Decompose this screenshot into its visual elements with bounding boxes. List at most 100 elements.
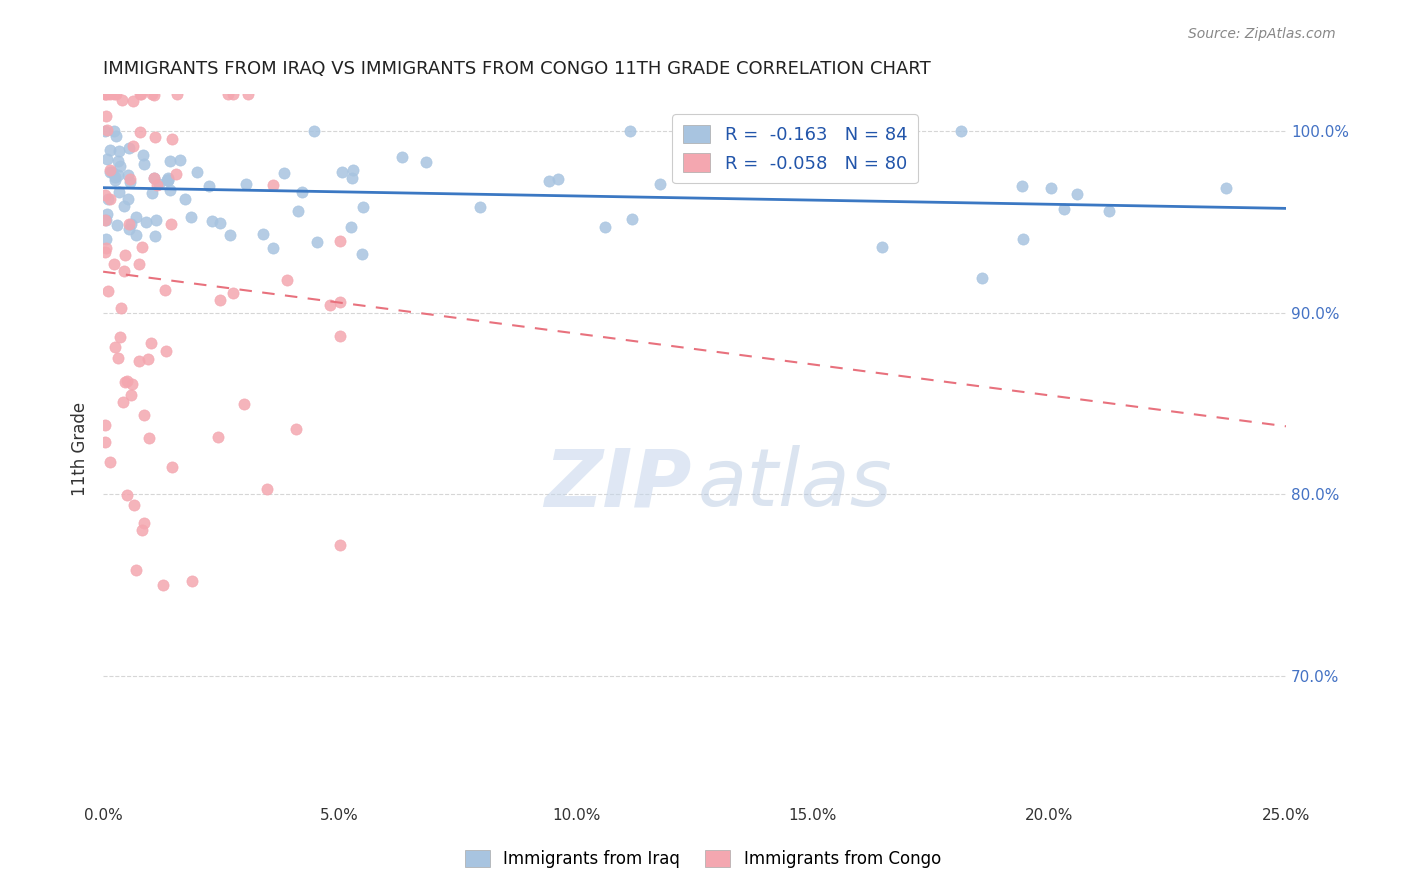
Point (352, 200, 374, 214)
Point (156, 173, 179, 187)
Point (136, 351, 159, 366)
Legend: R =  -0.163   N = 84, R =  -0.058   N = 80: R = -0.163 N = 84, R = -0.058 N = 80 (672, 114, 918, 184)
Point (104, 87, 127, 102)
Point (107, 351, 129, 366)
Point (132, 148, 155, 162)
Point (129, 87, 152, 102)
Point (103, 257, 125, 271)
Point (1215, 181, 1237, 195)
Point (179, 210, 201, 224)
Point (94, 245, 117, 260)
Point (415, 155, 437, 169)
Point (547, 172, 569, 186)
Point (98, 143, 121, 157)
Point (134, 157, 156, 171)
Point (330, 165, 353, 179)
Point (972, 271, 994, 285)
Legend: Immigrants from Iraq, Immigrants from Congo: Immigrants from Iraq, Immigrants from Co… (458, 843, 948, 875)
Point (121, 377, 143, 392)
Point (1011, 178, 1033, 193)
Point (110, 301, 132, 315)
Point (340, 220, 363, 235)
Point (131, 240, 153, 254)
Point (118, 175, 141, 189)
Point (256, 483, 278, 497)
Point (276, 273, 298, 287)
Point (340, 170, 363, 185)
Point (120, 388, 142, 402)
Point (108, 159, 131, 173)
Point (181, 574, 204, 588)
Point (132, 516, 155, 531)
Point (124, 211, 146, 225)
Point (112, 264, 135, 278)
Point (104, 169, 127, 184)
Point (198, 178, 221, 193)
Point (107, 169, 129, 183)
Point (96, 123, 118, 137)
Point (120, 217, 142, 231)
Point (329, 538, 352, 552)
Point (221, 285, 243, 300)
Point (128, 257, 150, 271)
Point (107, 153, 129, 168)
Point (156, 173, 179, 187)
Point (98, 87, 121, 102)
Point (96, 87, 118, 102)
Point (252, 227, 274, 242)
Point (165, 168, 187, 182)
Point (122, 498, 145, 512)
Point (169, 153, 191, 167)
Point (94, 213, 117, 227)
Point (98, 455, 121, 469)
Point (104, 173, 127, 187)
Point (291, 185, 314, 199)
Point (135, 215, 157, 229)
Point (112, 199, 135, 213)
Point (108, 330, 131, 344)
Point (141, 186, 163, 200)
Point (125, 563, 148, 577)
Point (138, 431, 160, 445)
Y-axis label: 11th Grade: 11th Grade (72, 402, 89, 496)
Point (595, 220, 617, 235)
Point (1012, 232, 1035, 246)
Point (142, 88, 165, 103)
Point (96, 207, 118, 221)
Point (391, 150, 413, 164)
Point (101, 165, 124, 179)
Point (94, 87, 117, 102)
Point (794, 157, 817, 171)
Point (1098, 203, 1121, 218)
Point (118, 171, 141, 186)
Point (233, 396, 256, 410)
Point (114, 248, 136, 262)
Point (97, 284, 120, 298)
Point (159, 183, 181, 197)
Point (111, 93, 134, 107)
Point (94, 434, 117, 449)
Point (538, 174, 561, 188)
Point (155, 344, 177, 359)
Point (104, 340, 127, 354)
Point (103, 124, 125, 138)
Point (143, 228, 166, 243)
Point (132, 408, 155, 422)
Point (1066, 186, 1088, 201)
Point (619, 124, 641, 138)
Point (650, 177, 672, 191)
Point (97, 192, 120, 206)
Point (118, 221, 141, 235)
Point (145, 129, 167, 144)
Point (117, 168, 139, 182)
Point (96, 232, 118, 246)
Point (352, 247, 374, 261)
Point (145, 213, 167, 227)
Point (284, 422, 307, 436)
Point (207, 430, 229, 444)
Point (114, 376, 136, 390)
Point (107, 144, 129, 158)
Point (305, 235, 328, 249)
Text: ZIP: ZIP (544, 445, 690, 524)
Point (174, 192, 197, 206)
